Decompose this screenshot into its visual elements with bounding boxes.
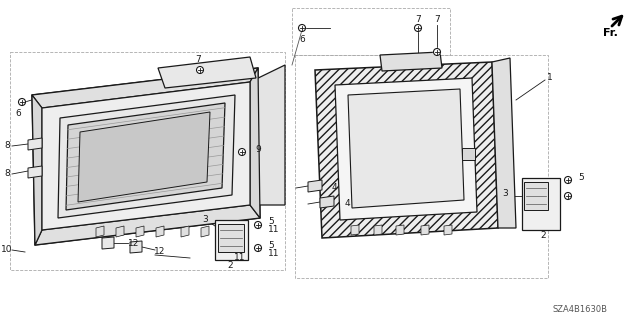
Polygon shape [348,89,464,208]
Text: 3: 3 [502,188,508,197]
Polygon shape [96,226,104,237]
Polygon shape [156,226,164,237]
Text: 7: 7 [195,55,201,65]
Text: 11: 11 [234,252,246,261]
Circle shape [564,193,572,199]
Text: 9: 9 [255,146,260,155]
Polygon shape [66,103,225,210]
Polygon shape [522,178,560,230]
Polygon shape [308,180,322,192]
Text: 2: 2 [540,230,546,239]
Circle shape [564,177,572,183]
Text: 12: 12 [128,238,140,247]
Polygon shape [32,68,260,245]
Circle shape [433,49,440,55]
Polygon shape [351,225,359,235]
Circle shape [196,67,204,74]
Text: 7: 7 [415,15,421,25]
Polygon shape [380,52,442,71]
Circle shape [255,221,262,228]
Circle shape [19,99,26,106]
Text: 6: 6 [15,108,21,117]
Polygon shape [158,57,256,88]
Circle shape [415,25,422,31]
Text: 5: 5 [578,172,584,181]
Polygon shape [396,225,404,235]
Polygon shape [215,220,248,260]
Polygon shape [320,196,334,208]
Polygon shape [28,166,42,178]
Text: 1: 1 [547,74,553,83]
Polygon shape [102,237,114,249]
Text: 12: 12 [154,247,166,257]
Polygon shape [421,225,429,235]
Polygon shape [58,95,235,218]
Polygon shape [35,205,260,245]
Polygon shape [250,68,260,218]
Polygon shape [201,226,209,237]
Polygon shape [492,58,516,228]
Text: 5: 5 [268,241,274,250]
Text: 10: 10 [1,245,13,254]
Text: Fr.: Fr. [603,28,618,38]
Text: 11: 11 [268,226,280,235]
Polygon shape [462,148,475,160]
Polygon shape [42,82,250,230]
Polygon shape [335,78,477,220]
Polygon shape [136,226,144,237]
Polygon shape [32,95,42,245]
Text: 8: 8 [4,141,10,150]
Polygon shape [315,62,498,238]
Text: 6: 6 [299,36,305,44]
Text: 8: 8 [4,170,10,179]
Polygon shape [250,65,285,205]
Polygon shape [374,225,382,235]
Text: 4: 4 [345,199,351,209]
Polygon shape [524,182,548,210]
Polygon shape [181,226,189,237]
Circle shape [298,25,305,31]
Polygon shape [218,224,244,252]
Text: SZA4B1630B: SZA4B1630B [552,306,607,315]
Text: 4: 4 [332,183,338,193]
Text: 7: 7 [434,15,440,25]
Polygon shape [130,241,142,253]
Polygon shape [32,68,258,108]
Polygon shape [444,225,452,235]
Polygon shape [116,226,124,237]
Circle shape [255,244,262,252]
Text: 11: 11 [268,249,280,258]
Circle shape [239,148,246,156]
Text: 3: 3 [202,215,208,225]
Polygon shape [28,138,42,150]
Polygon shape [78,112,210,202]
Text: 2: 2 [227,260,233,269]
Text: 5: 5 [268,218,274,227]
